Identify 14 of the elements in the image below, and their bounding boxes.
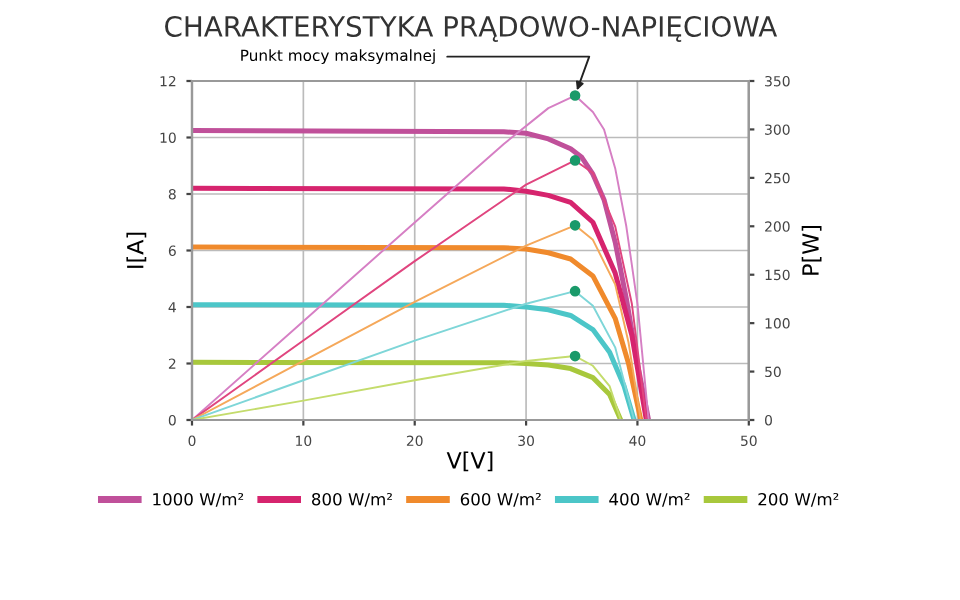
legend-label: 1000 W/m² — [153, 492, 244, 507]
y-axis-title: I[A] — [126, 232, 147, 268]
point — [569, 155, 581, 166]
x-axis-title: V[V] — [446, 451, 493, 472]
y2-axis-title: P[W] — [801, 226, 822, 275]
legend-label: 400 W/m² — [609, 492, 690, 507]
point — [569, 90, 581, 101]
chart-title: CHARAKTERYSTYKA PRĄDOWO-NAPIĘCIOWA — [165, 15, 778, 42]
point — [569, 285, 581, 297]
legend-label: 800 W/m² — [311, 492, 392, 507]
legend-label: 200 W/m² — [758, 492, 839, 507]
point — [569, 220, 581, 231]
point — [569, 350, 581, 362]
legend-label: 600 W/m² — [460, 492, 541, 507]
